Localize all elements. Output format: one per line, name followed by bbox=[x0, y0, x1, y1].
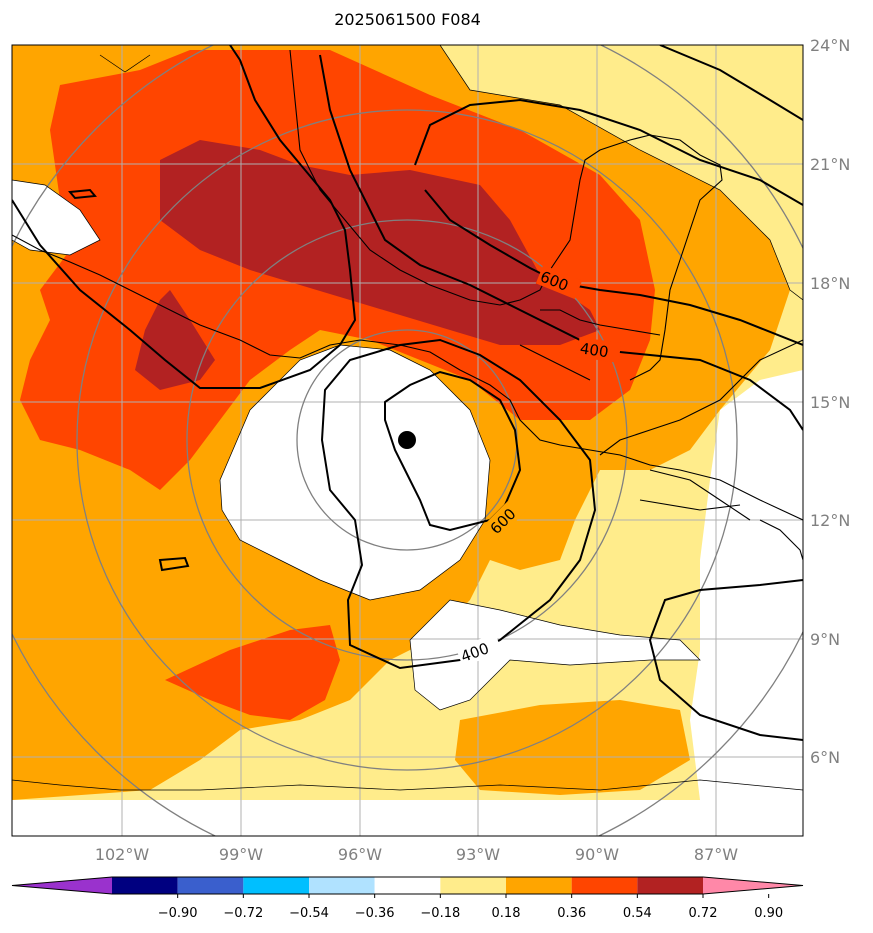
colorbar-outline bbox=[11, 876, 804, 895]
lat-label-24: 24°N bbox=[810, 36, 850, 55]
contour-fill-0.54-sw bbox=[165, 625, 340, 720]
contour-small-nw bbox=[68, 188, 97, 200]
lon-label-90: 90°W bbox=[575, 845, 619, 864]
colorbar-tick-label: −0.54 bbox=[289, 906, 329, 921]
colorbar-tick-label: 0.54 bbox=[623, 906, 652, 921]
contour-fill-low-center bbox=[220, 345, 490, 600]
thin-contour-lines bbox=[12, 45, 803, 791]
contour-fill-0.72-w bbox=[135, 290, 215, 390]
contour-fill-0.36-se bbox=[455, 700, 690, 795]
contour-fill-0.72 bbox=[160, 140, 600, 345]
contour-fill-low-east bbox=[690, 370, 803, 800]
lon-label-102: 102°W bbox=[95, 845, 150, 864]
contour-fill-low-south bbox=[410, 600, 700, 710]
contour-400-se bbox=[648, 579, 803, 741]
lat-label-18: 18°N bbox=[810, 274, 850, 293]
colorbar-extend-high bbox=[703, 877, 803, 894]
contour-400-diag bbox=[319, 54, 803, 431]
filled-contours bbox=[12, 45, 803, 800]
lat-label-15: 15°N bbox=[810, 393, 850, 412]
lat-axis-labels: 24°N 21°N 18°N 15°N 12°N 9°N 6°N bbox=[810, 36, 850, 767]
contour-400-center bbox=[320, 338, 597, 670]
lat-label-9: 9°N bbox=[810, 630, 840, 649]
storm-center-marker bbox=[398, 431, 416, 449]
coastlines bbox=[12, 49, 803, 561]
contour-labels: 600 400 600 400 bbox=[455, 264, 622, 667]
range-rings bbox=[12, 45, 803, 836]
contour-400-east bbox=[659, 45, 803, 121]
colorbar-segment bbox=[440, 877, 506, 894]
colorbar-segment bbox=[506, 877, 572, 894]
colorbar-segment bbox=[177, 877, 244, 894]
range-ring-3 bbox=[76, 109, 738, 771]
colorbar-tick-label: −0.18 bbox=[420, 906, 460, 921]
colorbar-segment bbox=[374, 877, 441, 894]
lat-label-6: 6°N bbox=[810, 748, 840, 767]
colorbar-segment bbox=[309, 877, 375, 894]
lon-axis-labels: 102°W 99°W 96°W 93°W 90°W 87°W bbox=[95, 845, 738, 864]
thick-contours bbox=[12, 45, 803, 741]
lat-label-12: 12°N bbox=[810, 511, 850, 530]
colorbar-tick-label: −0.36 bbox=[355, 906, 395, 921]
contour-600-diag bbox=[424, 189, 803, 346]
contour-600-north bbox=[414, 98, 803, 206]
colorbar: −0.90 −0.72 −0.54 −0.36 −0.18 0.18 0.36 0.54 0.7… bbox=[11, 876, 804, 921]
contour-small-w bbox=[158, 556, 190, 572]
lon-label-93: 93°W bbox=[456, 845, 500, 864]
contour-label-400-north: 400 bbox=[579, 339, 610, 361]
colorbar-tick-label: 0.72 bbox=[689, 906, 718, 921]
colorbar-segment bbox=[112, 877, 178, 894]
lat-label-21: 21°N bbox=[810, 155, 850, 174]
colorbar-segment bbox=[243, 877, 309, 894]
colorbar-tick-label: −0.72 bbox=[223, 906, 263, 921]
contour-400-nw bbox=[12, 45, 357, 389]
colorbar-extend-low bbox=[12, 877, 112, 894]
map-title: 2025061500 F084 bbox=[334, 10, 481, 29]
map-frame bbox=[11, 44, 804, 837]
range-ring-2 bbox=[186, 219, 628, 661]
lon-label-96: 96°W bbox=[338, 845, 382, 864]
lon-label-99: 99°W bbox=[219, 845, 263, 864]
colorbar-segment bbox=[571, 877, 638, 894]
colorbar-segment bbox=[637, 877, 703, 894]
colorbar-tick-label: 0.90 bbox=[754, 906, 783, 921]
colorbar-tick-label: 0.36 bbox=[557, 906, 586, 921]
lon-label-87: 87°W bbox=[694, 845, 738, 864]
colorbar-tick-label: −0.90 bbox=[158, 906, 198, 921]
colorbar-tick-label: 0.18 bbox=[492, 906, 521, 921]
